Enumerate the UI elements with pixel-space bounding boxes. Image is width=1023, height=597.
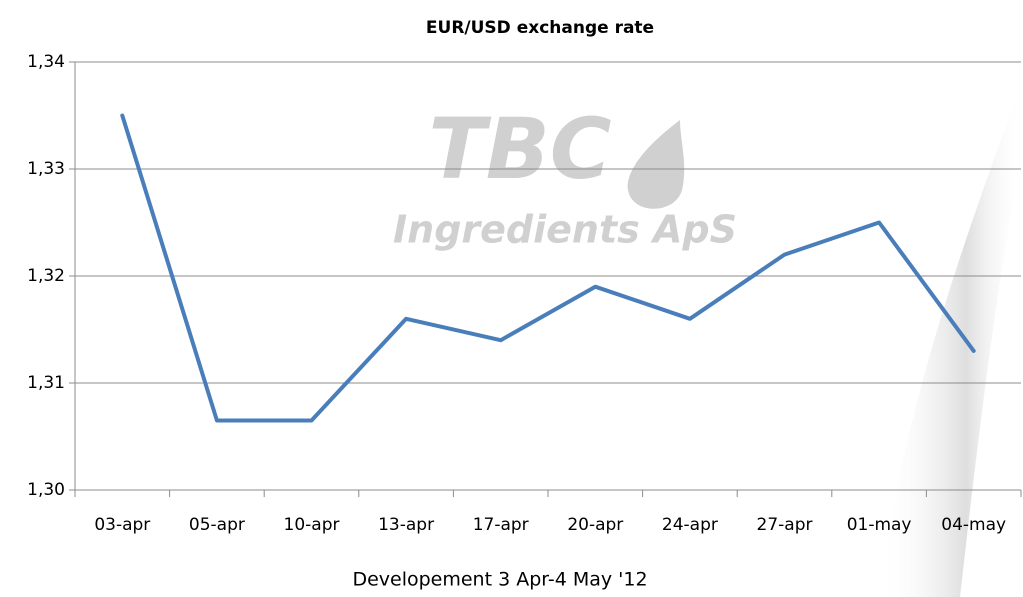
chart: TBC Ingredients ApS EUR/USD exchange rat… — [0, 0, 1023, 597]
x-tick-label: 24-apr — [662, 515, 718, 535]
watermark-text: Ingredients ApS — [393, 208, 737, 252]
page: TBC Ingredients ApS EUR/USD exchange rat… — [0, 0, 1023, 597]
y-tick-label: 1,32 — [27, 266, 65, 286]
x-tick-label: 27-apr — [757, 515, 813, 535]
y-tick-label: 1,33 — [27, 159, 65, 179]
x-tick-label: 13-apr — [378, 515, 434, 535]
y-tick-label: 1,34 — [27, 52, 65, 72]
chart-title: EUR/USD exchange rate — [426, 18, 654, 38]
watermark-drop — [628, 120, 685, 209]
x-tick-label: 17-apr — [473, 515, 529, 535]
watermark-logo: TBC — [429, 100, 612, 198]
y-tick-label: 1,31 — [27, 373, 65, 393]
x-tick-label: 05-apr — [189, 515, 245, 535]
x-tick-label: 20-apr — [567, 515, 623, 535]
x-axis-label: Developement 3 Apr-4 May '12 — [352, 569, 647, 591]
y-tick-label: 1,30 — [27, 480, 65, 500]
x-tick-label: 10-apr — [284, 515, 340, 535]
x-tick-label: 03-apr — [94, 515, 150, 535]
x-tick-label: 01-may — [847, 515, 912, 535]
x-tick-label: 04-may — [941, 515, 1006, 535]
